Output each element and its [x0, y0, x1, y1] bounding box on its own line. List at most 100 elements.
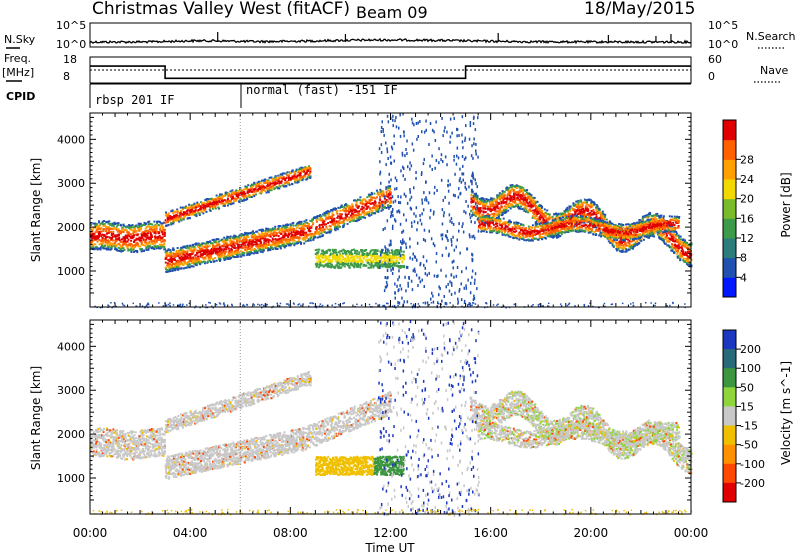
power-echo	[132, 244, 134, 247]
power-echo	[191, 262, 194, 265]
power-echo	[324, 211, 327, 214]
power-echo	[119, 246, 122, 249]
power-echo	[215, 200, 218, 203]
power-echo	[209, 198, 212, 200]
power-echo	[99, 248, 102, 251]
power-echo	[501, 213, 504, 216]
nave-tick-top: 60	[708, 53, 722, 66]
power-echo	[289, 178, 292, 181]
power-echo	[180, 267, 183, 270]
power-echo	[238, 239, 241, 242]
power-echo	[379, 199, 382, 202]
power-echo	[259, 250, 262, 253]
power-echo	[244, 192, 247, 195]
power-echo	[165, 257, 167, 260]
power-echo	[283, 236, 286, 239]
power-echo	[336, 226, 339, 229]
power-echo	[378, 193, 381, 196]
power-echo	[202, 260, 205, 263]
power-echo	[112, 235, 114, 238]
power-echo	[278, 245, 281, 247]
power-echo	[521, 195, 524, 197]
power-echo	[264, 239, 267, 242]
power-echo	[280, 181, 283, 184]
power-echo	[203, 249, 206, 252]
power-echo	[106, 236, 109, 238]
power-echo	[190, 204, 193, 207]
nave-tick-bottom: 0	[708, 70, 715, 83]
power-echo	[169, 215, 172, 218]
power-echo	[116, 230, 119, 233]
power-echo	[364, 200, 367, 202]
power-echo	[503, 201, 506, 204]
power-echo	[335, 225, 338, 228]
power-echo	[246, 191, 249, 194]
power-echo	[145, 241, 148, 244]
nsky-strip-frame	[89, 22, 692, 48]
power-echo	[191, 265, 194, 268]
power-echo	[506, 193, 509, 196]
power-echo	[264, 232, 267, 235]
power-echo	[302, 232, 305, 235]
power-echo	[320, 230, 323, 233]
power-echo	[175, 214, 178, 216]
power-echo	[470, 210, 473, 213]
power-echo	[387, 204, 390, 207]
power-echo	[109, 223, 112, 226]
power-echo	[478, 207, 481, 210]
power-echo	[258, 245, 261, 248]
power-echo	[220, 255, 223, 258]
power-echo	[489, 206, 492, 209]
power-echo	[287, 178, 290, 181]
power-echo	[127, 238, 130, 241]
power-echo	[307, 239, 310, 242]
power-echo	[105, 227, 108, 230]
power-echo	[243, 199, 245, 202]
power-echo	[258, 184, 261, 187]
power-echo	[365, 207, 368, 210]
power-echo	[130, 251, 133, 253]
power-echo	[237, 189, 240, 192]
power-echo	[193, 262, 196, 265]
power-echo	[335, 227, 338, 230]
power-echo	[167, 258, 170, 261]
power-echo	[267, 228, 270, 231]
power-echo	[177, 255, 180, 258]
power-echo	[230, 194, 233, 197]
power-echo	[348, 207, 351, 210]
power-echo	[271, 247, 274, 250]
power-echo	[153, 242, 155, 245]
power-echo	[182, 263, 185, 266]
power-echo	[207, 198, 210, 201]
freq-label: Freq.	[4, 52, 31, 65]
power-echo	[219, 196, 222, 199]
power-echo	[232, 256, 235, 258]
power-echo	[326, 210, 329, 213]
power-echo	[107, 222, 110, 225]
power-echo	[185, 246, 188, 249]
power-echo	[166, 265, 169, 268]
power-echo	[319, 217, 322, 219]
power-echo	[389, 185, 392, 188]
power-echo	[187, 257, 190, 260]
power-echo	[294, 224, 297, 227]
power-echo	[189, 217, 191, 220]
power-echo	[507, 188, 510, 191]
power-echo	[215, 238, 218, 241]
power-echo	[276, 245, 279, 248]
power-echo	[270, 189, 273, 192]
power-echo	[184, 262, 187, 264]
power-echo	[198, 243, 201, 246]
power-echo	[154, 226, 157, 229]
power-echo	[171, 262, 174, 265]
power-echo	[302, 225, 305, 228]
power-echo	[190, 247, 193, 250]
power-echo	[362, 206, 365, 209]
power-echo	[304, 225, 307, 228]
power-echo	[282, 177, 285, 180]
power-echo	[246, 253, 249, 256]
power-echo	[628, 242, 631, 245]
power-echo	[307, 166, 310, 169]
power-echo	[351, 205, 354, 208]
power-echo	[496, 210, 499, 213]
